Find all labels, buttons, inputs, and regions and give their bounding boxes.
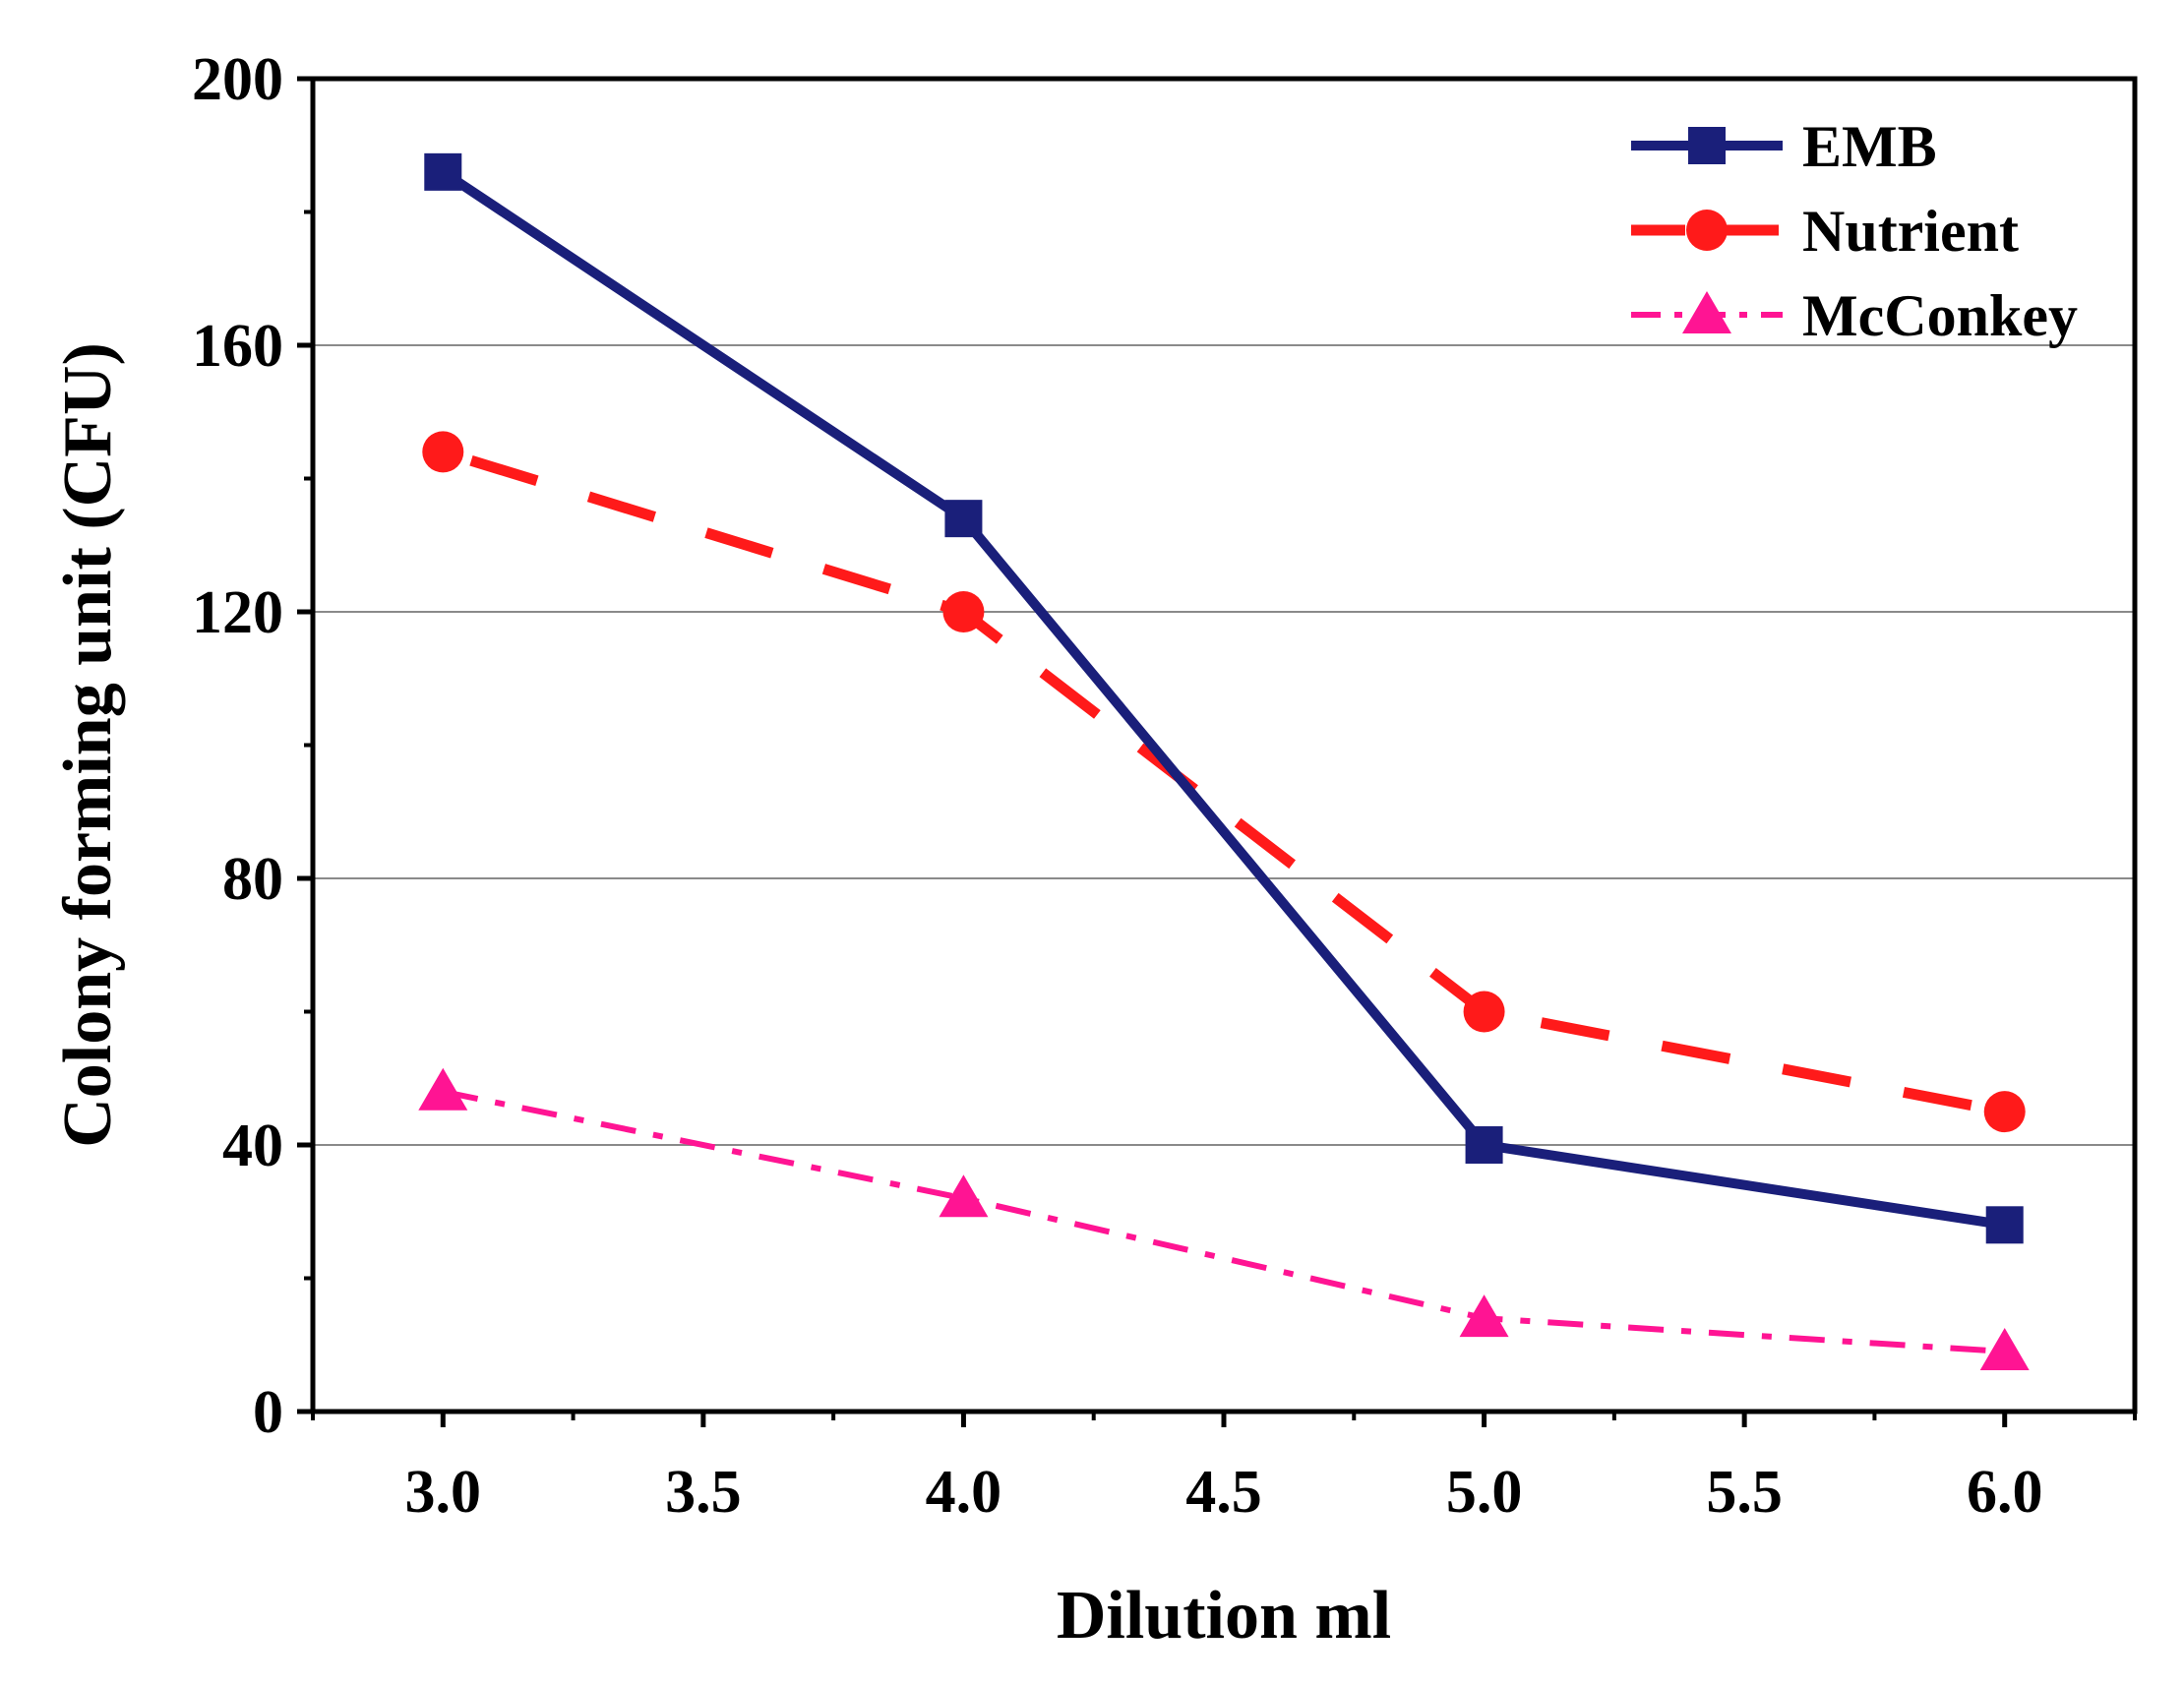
- legend-marker: [1688, 127, 1726, 164]
- y-tick-label: 160: [192, 313, 283, 380]
- data-point-emb: [1465, 1126, 1503, 1164]
- axis-ticks: 0 40 80 120 160 200 3.0 3.5 4.0 4.5 5.0 5.5 6.0: [192, 46, 2137, 1526]
- y-tick-label: 0: [253, 1379, 283, 1446]
- data-point-nutrient: [422, 431, 464, 473]
- y-axis-title: Colony forming unit (CFU): [50, 342, 126, 1148]
- series-lines: [418, 152, 2030, 1371]
- y-tick-label: 80: [222, 846, 283, 913]
- legend-marker: [1686, 210, 1728, 251]
- series-line-mcconkey: [442, 1088, 2005, 1355]
- data-point-nutrient: [942, 591, 985, 632]
- x-tick-label: 3.0: [405, 1459, 482, 1526]
- data-point-mcconkey: [939, 1174, 989, 1218]
- x-tick-label: 5.5: [1706, 1459, 1783, 1526]
- series-line-emb: [440, 167, 2006, 1231]
- y-tick-label: 120: [192, 579, 283, 646]
- x-tick-label: 4.5: [1185, 1459, 1262, 1526]
- legend-label: McConkey: [1802, 283, 2078, 348]
- gridlines: [313, 344, 2135, 1146]
- y-tick-label: 200: [192, 46, 283, 113]
- data-point-emb: [1985, 1206, 2024, 1244]
- x-tick-label: 3.5: [665, 1459, 742, 1526]
- legend-item-emb: EMB: [1631, 114, 1937, 179]
- legend-item-nutrient: Nutrient: [1631, 199, 2019, 264]
- legend-label: Nutrient: [1802, 199, 2019, 264]
- data-point-mcconkey: [1459, 1294, 1509, 1338]
- series-nutrient: [422, 431, 2026, 1133]
- x-tick-label: 6.0: [1967, 1459, 2043, 1526]
- data-point-mcconkey: [1979, 1328, 2030, 1371]
- data-point-nutrient: [1463, 991, 1505, 1033]
- data-point-nutrient: [1983, 1091, 2026, 1133]
- legend-item-mcconkey: McConkey: [1631, 283, 2078, 348]
- series-mcconkey: [418, 1067, 2030, 1371]
- x-tick-label: 5.0: [1446, 1459, 1523, 1526]
- series-emb: [424, 152, 2024, 1244]
- data-point-emb: [944, 500, 983, 538]
- legend-marker: [1682, 291, 1731, 333]
- data-point-mcconkey: [418, 1067, 468, 1111]
- x-tick-label: 4.0: [926, 1459, 1002, 1526]
- legend-label: EMB: [1802, 114, 1937, 179]
- y-tick-label: 40: [222, 1113, 283, 1179]
- data-point-emb: [424, 152, 462, 191]
- legend: EMB Nutrient McConkey: [1631, 114, 2078, 348]
- x-axis-title: Dilution ml: [1057, 1578, 1391, 1654]
